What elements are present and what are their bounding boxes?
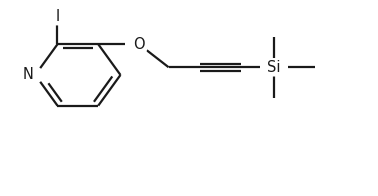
Text: N: N — [23, 67, 33, 83]
Text: Si: Si — [268, 60, 281, 75]
Text: I: I — [55, 9, 60, 24]
Text: O: O — [133, 37, 145, 52]
